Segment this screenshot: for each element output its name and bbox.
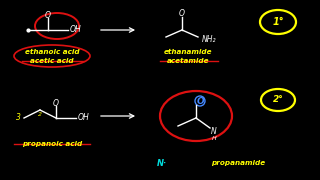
Text: O: O — [45, 10, 51, 19]
Text: ethanamide: ethanamide — [164, 49, 212, 55]
Text: OH: OH — [70, 26, 82, 35]
Text: propanoic acid: propanoic acid — [22, 141, 82, 147]
Text: 3: 3 — [16, 114, 20, 123]
Text: O: O — [196, 96, 204, 105]
Text: propanamide: propanamide — [211, 160, 265, 166]
Text: ethanoic acid: ethanoic acid — [25, 49, 79, 55]
Text: 2: 2 — [38, 111, 42, 116]
Text: N: N — [211, 127, 217, 136]
Text: N·: N· — [157, 159, 167, 168]
Text: acetamide: acetamide — [167, 58, 209, 64]
Text: 1°: 1° — [272, 17, 284, 27]
Text: acetic acid: acetic acid — [30, 58, 74, 64]
Text: 2°: 2° — [273, 96, 284, 105]
Text: NH₂: NH₂ — [202, 35, 217, 44]
Text: OH: OH — [78, 114, 90, 123]
Text: H: H — [212, 136, 216, 141]
Text: O: O — [53, 98, 59, 107]
Text: O: O — [179, 8, 185, 17]
